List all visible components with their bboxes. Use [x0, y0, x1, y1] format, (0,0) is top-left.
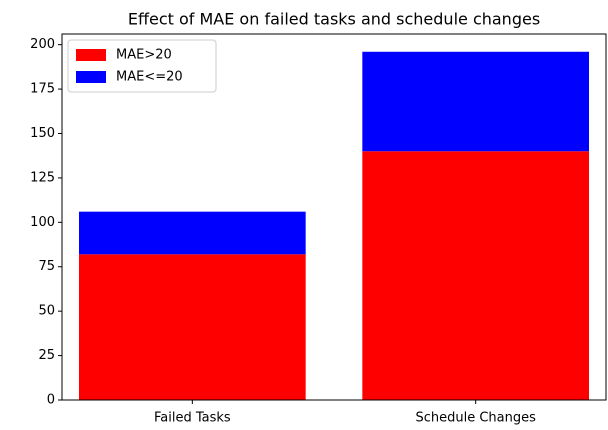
bar-segment: [362, 51, 589, 152]
bar-segment: [79, 211, 306, 255]
y-tick-label: 25: [38, 348, 55, 363]
y-tick-label: 175: [30, 82, 55, 97]
y-tick-label: 0: [47, 393, 55, 408]
y-tick-label: 75: [38, 259, 55, 274]
legend-swatch: [76, 49, 106, 61]
x-tick-label: Failed Tasks: [154, 411, 231, 426]
legend-label: MAE>20: [116, 48, 172, 63]
chart-title: Effect of MAE on failed tasks and schedu…: [128, 10, 540, 29]
bar-segment: [362, 151, 589, 400]
legend-swatch: [76, 71, 106, 83]
x-tick-label: Schedule Changes: [415, 411, 536, 426]
y-tick-label: 125: [30, 170, 55, 185]
legend-label: MAE<=20: [116, 70, 183, 85]
plot-frame: [61, 33, 607, 401]
y-tick-label: 200: [30, 37, 55, 52]
y-tick-label: 100: [30, 215, 55, 230]
bar-segment: [79, 254, 306, 400]
y-tick-label: 50: [38, 304, 55, 319]
y-tick-label: 150: [30, 126, 55, 141]
